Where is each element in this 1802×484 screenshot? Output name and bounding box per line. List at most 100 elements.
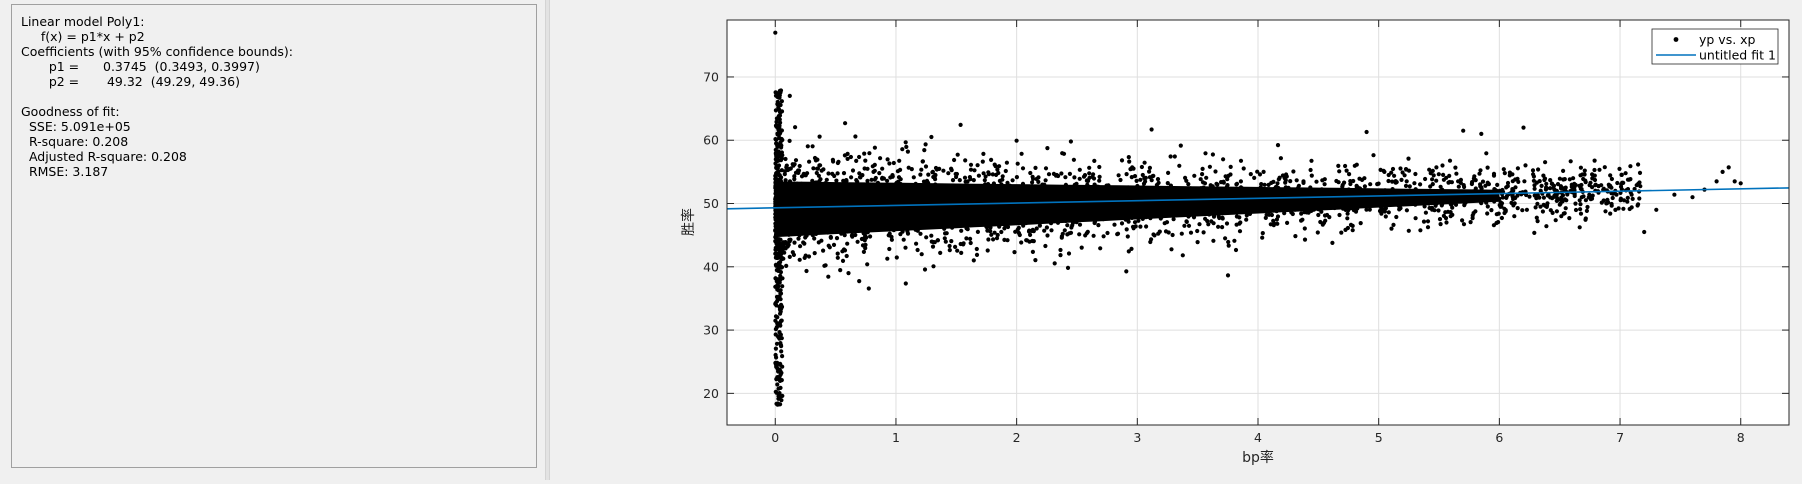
data-point <box>1418 182 1423 187</box>
data-point <box>1305 188 1310 193</box>
scatter-chart[interactable]: 0 1 2 3 4 5 6 7 8 20 30 40 50 60 70 bp率 胜率 yp vs. xp u… <box>552 0 1802 480</box>
data-point <box>1478 168 1483 173</box>
data-point <box>1502 171 1507 176</box>
data-point <box>1112 222 1117 227</box>
data-point <box>1423 176 1428 182</box>
data-point <box>773 389 778 394</box>
data-point <box>1186 223 1192 228</box>
data-point <box>1006 214 1011 219</box>
data-point <box>1003 168 1008 174</box>
data-point <box>1619 172 1624 177</box>
data-point <box>966 192 971 197</box>
data-point <box>962 198 967 203</box>
x-tick-label: 2 <box>1013 430 1021 445</box>
data-point <box>923 220 928 225</box>
data-point <box>1375 202 1380 207</box>
data-point <box>1291 169 1296 174</box>
data-point <box>818 177 823 182</box>
data-point <box>1059 203 1064 208</box>
data-point <box>895 214 900 219</box>
data-point <box>817 227 822 232</box>
data-point <box>1567 177 1572 182</box>
data-point <box>1109 207 1115 212</box>
data-point <box>1616 206 1621 211</box>
data-point <box>915 247 920 253</box>
data-point <box>1523 163 1528 168</box>
data-point <box>1043 166 1049 171</box>
data-point <box>1166 230 1171 235</box>
data-point <box>859 185 864 190</box>
data-point <box>826 274 831 279</box>
data-point <box>773 314 779 319</box>
data-point <box>1082 173 1088 178</box>
data-point <box>971 258 976 263</box>
data-point <box>903 140 908 145</box>
data-point <box>898 167 903 172</box>
data-point <box>1628 164 1633 169</box>
data-point <box>1306 204 1312 209</box>
data-point <box>815 189 820 194</box>
data-point <box>793 125 798 130</box>
data-point <box>792 231 797 236</box>
data-point <box>1010 193 1015 198</box>
data-point <box>1276 177 1281 182</box>
data-point <box>1090 206 1096 211</box>
data-point <box>1123 217 1128 222</box>
data-point <box>1101 217 1106 222</box>
data-point <box>1118 189 1123 194</box>
data-point <box>1150 188 1155 193</box>
data-point <box>776 369 781 374</box>
data-point <box>1613 207 1618 212</box>
legend[interactable]: yp vs. xp untitled fit 1 <box>1651 28 1779 65</box>
data-point <box>1340 184 1345 189</box>
data-point <box>1447 179 1452 185</box>
data-point <box>986 182 991 187</box>
data-point <box>1019 240 1024 245</box>
data-point <box>1247 187 1252 192</box>
data-point <box>780 216 785 221</box>
data-point <box>1130 211 1135 216</box>
data-point <box>1453 202 1459 207</box>
data-point <box>986 237 991 242</box>
data-point <box>1423 210 1428 215</box>
data-point <box>867 151 872 156</box>
data-point <box>965 227 970 232</box>
data-point <box>1077 232 1082 237</box>
data-point <box>1274 209 1279 214</box>
data-point <box>812 199 817 204</box>
data-point <box>938 200 943 205</box>
data-point <box>849 185 854 190</box>
data-point <box>811 166 816 171</box>
data-point <box>1077 176 1082 181</box>
data-point <box>1423 195 1428 200</box>
data-point <box>1296 183 1301 188</box>
data-point <box>893 193 898 198</box>
data-point <box>1274 217 1279 222</box>
data-point <box>1063 217 1068 222</box>
data-point <box>950 225 955 230</box>
data-point <box>812 251 817 256</box>
data-point <box>1460 218 1465 223</box>
data-point <box>1320 222 1325 227</box>
data-point <box>780 137 785 143</box>
data-point <box>889 234 894 239</box>
data-point <box>937 221 942 226</box>
panel-splitter[interactable] <box>545 0 550 480</box>
data-point <box>947 248 952 253</box>
data-point <box>779 99 784 104</box>
data-point <box>997 224 1002 229</box>
data-point <box>1608 173 1613 178</box>
data-point <box>1164 220 1170 225</box>
data-point <box>870 186 875 191</box>
data-point <box>1201 230 1206 235</box>
data-point <box>840 258 846 263</box>
data-point <box>786 232 791 237</box>
data-point <box>848 154 853 160</box>
data-point <box>1198 177 1203 182</box>
data-point <box>1147 169 1152 174</box>
data-point <box>1014 138 1019 143</box>
data-point <box>1156 231 1161 236</box>
data-point <box>911 175 916 180</box>
data-point <box>1593 182 1598 187</box>
data-point <box>1422 200 1427 205</box>
